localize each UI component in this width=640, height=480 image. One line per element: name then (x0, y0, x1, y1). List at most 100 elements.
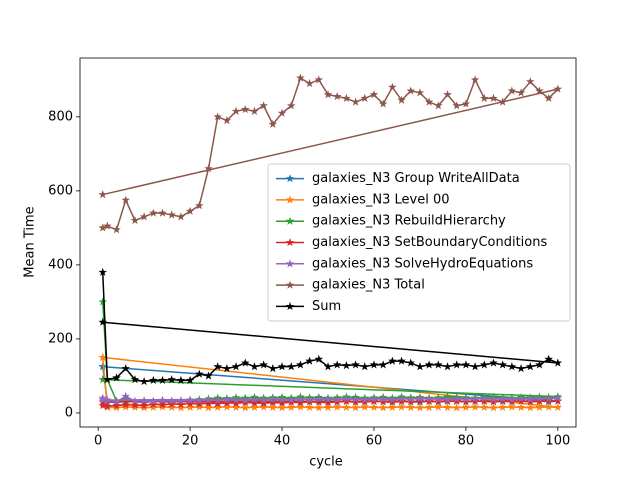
data-point (305, 356, 314, 365)
data-point (250, 362, 259, 371)
data-point (286, 395, 296, 404)
data-point (176, 396, 186, 405)
data-point (167, 396, 176, 405)
data-point (323, 402, 333, 412)
data-point (434, 394, 443, 403)
data-point (332, 395, 342, 404)
data-point (516, 364, 526, 373)
data-point (388, 356, 397, 365)
data-point (406, 358, 416, 367)
data-point (452, 360, 461, 369)
data-point (342, 396, 351, 406)
data-point (98, 362, 108, 371)
legend-marker (285, 238, 295, 247)
data-point (525, 397, 535, 406)
legend-label: galaxies_N3 SolveHydroEquations (312, 256, 533, 271)
data-point (434, 101, 443, 110)
data-point (149, 375, 158, 385)
data-point (544, 402, 553, 411)
data-point (378, 394, 388, 403)
data-point (195, 402, 204, 411)
data-point (98, 267, 108, 276)
data-point (369, 360, 379, 369)
data-point (489, 394, 498, 403)
data-point (480, 360, 489, 369)
data-point (489, 358, 498, 367)
data-point (525, 362, 535, 371)
data-point (259, 395, 268, 404)
data-point (296, 398, 305, 407)
data-point (525, 394, 535, 403)
data-point (149, 208, 158, 217)
data-point (121, 195, 131, 204)
data-point (452, 396, 461, 406)
data-point (489, 93, 498, 102)
data-point (185, 395, 195, 404)
data-point (98, 223, 108, 232)
data-point (525, 77, 535, 86)
data-point (544, 394, 553, 403)
data-point (489, 397, 498, 406)
data-point (461, 99, 471, 108)
data-point (480, 394, 489, 403)
data-point (277, 395, 287, 404)
data-point (259, 101, 268, 110)
data-point (553, 402, 563, 412)
data-point (204, 403, 213, 412)
data-point (415, 362, 425, 371)
data-point (139, 401, 149, 410)
x-axis-label: cycle (309, 455, 343, 470)
data-point (424, 97, 434, 106)
legend-label: galaxies_N3 RebuildHierarchy (312, 214, 506, 229)
data-point (452, 101, 461, 110)
data-point (167, 375, 176, 384)
data-point (351, 97, 360, 106)
data-point (332, 360, 342, 369)
data-point (176, 403, 186, 412)
data-point (158, 395, 167, 404)
data-point (397, 394, 406, 403)
data-point (351, 397, 360, 406)
data-point (461, 402, 471, 412)
data-point (314, 403, 324, 412)
data-point (314, 75, 324, 84)
data-point (470, 402, 480, 411)
data-point (268, 398, 278, 407)
data-point (342, 93, 351, 102)
legend-marker (285, 216, 295, 225)
data-point (452, 403, 461, 412)
data-point (149, 396, 158, 406)
data-point (553, 396, 563, 405)
data-point (231, 106, 241, 115)
data-point (103, 401, 112, 410)
data-point (342, 394, 351, 403)
data-point (149, 399, 158, 409)
series-line (102, 356, 558, 409)
data-point (222, 364, 232, 373)
data-point (507, 395, 517, 404)
data-point (204, 395, 213, 404)
plot-area (98, 73, 563, 412)
data-point (213, 402, 222, 412)
legend-marker (285, 301, 295, 311)
x-tick-label: 40 (274, 434, 291, 449)
data-point (369, 396, 379, 406)
data-point (176, 375, 186, 385)
data-point (231, 402, 241, 412)
series-line (102, 272, 559, 383)
data-point (112, 373, 121, 382)
data-point (185, 402, 195, 412)
data-point (296, 73, 305, 82)
data-point (378, 397, 388, 406)
data-point (213, 112, 222, 121)
data-point (103, 395, 112, 404)
data-point (507, 402, 517, 411)
legend-label: galaxies_N3 SetBoundaryConditions (312, 235, 547, 250)
data-point (406, 394, 416, 403)
legend: galaxies_N3 Group WriteAllData galaxies_N… (267, 163, 571, 322)
data-point (424, 396, 434, 406)
data-point (277, 108, 287, 117)
data-point (296, 394, 305, 403)
data-point (470, 394, 480, 403)
data-point (286, 362, 296, 371)
